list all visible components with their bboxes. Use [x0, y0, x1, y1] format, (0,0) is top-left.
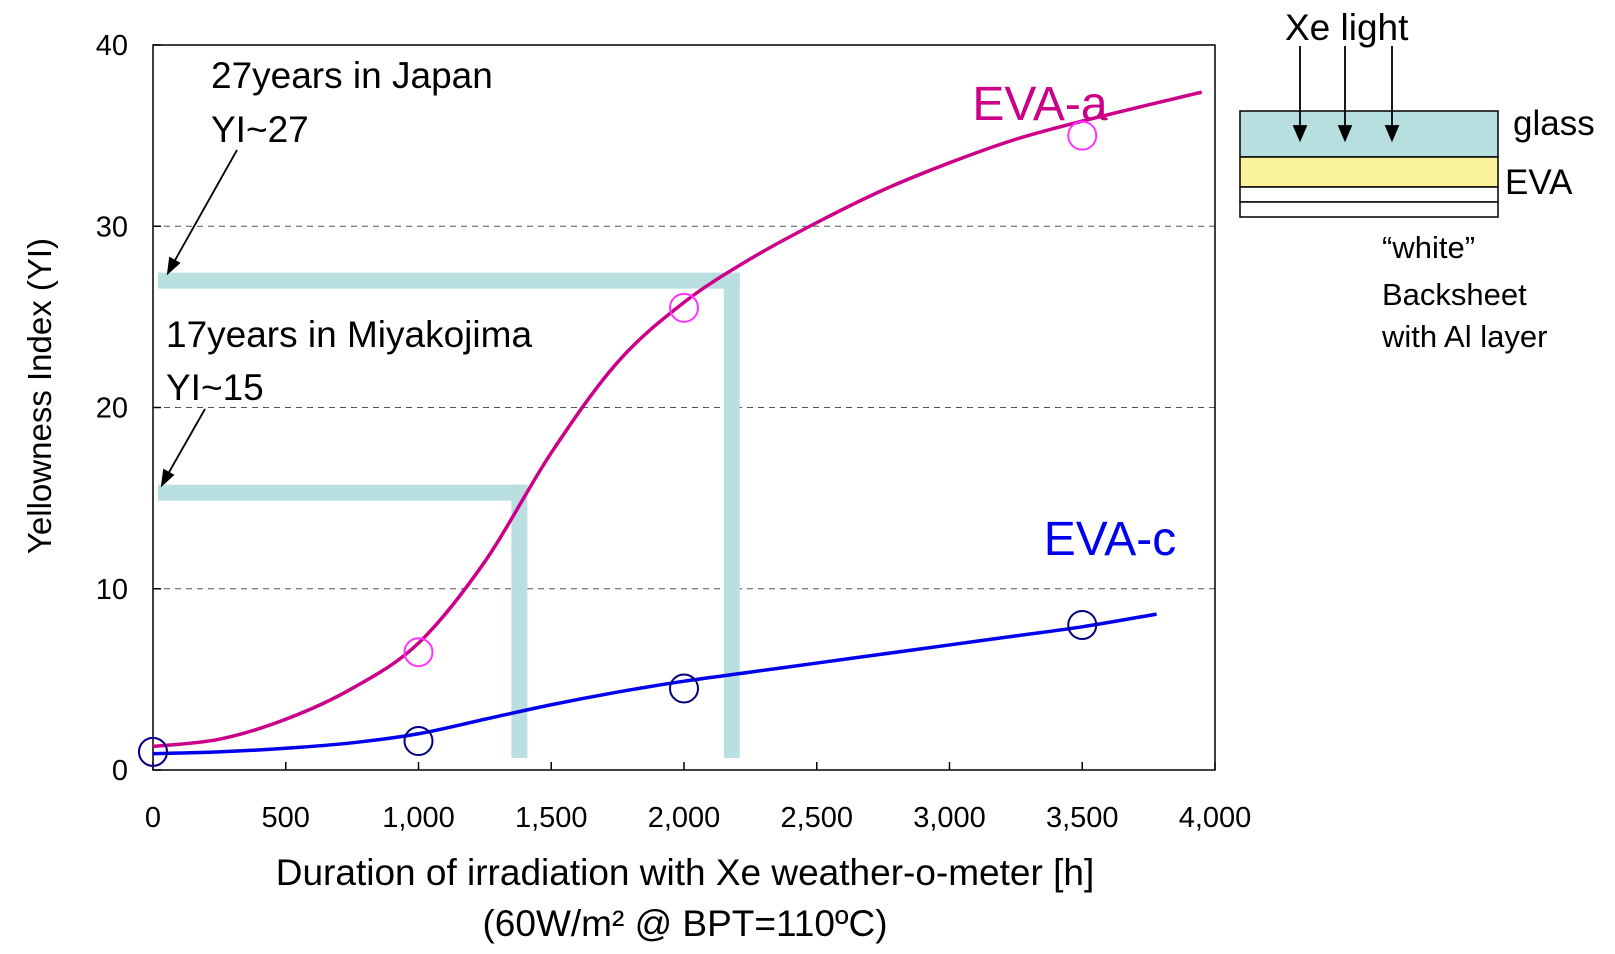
reference-bar-horizontal-0	[158, 272, 740, 289]
x-axis-title: Duration of irradiation with Xe weather-…	[276, 852, 1094, 893]
x-tick-label: 3,500	[1046, 802, 1119, 834]
y-tick-label: 20	[96, 393, 128, 425]
eva-a-data-point	[1067, 120, 1098, 151]
reference-bar-horizontal-1	[158, 484, 528, 501]
eva-c-series-label: EVA-c	[1044, 513, 1176, 566]
eva-a-curve	[152, 90, 1203, 749]
eva-c-data-point	[138, 736, 168, 767]
eva-c-curve	[152, 612, 1157, 756]
x-tick-label: 4,000	[1179, 802, 1252, 834]
grid-lines	[153, 225, 1215, 590]
y-tick-label: 0	[112, 755, 128, 787]
xe-light-label: Xe light	[1285, 7, 1409, 48]
y-tick-label: 40	[96, 30, 128, 62]
backsheet-label-3: with Al layer	[1381, 319, 1547, 354]
reference-bar-vertical-0	[723, 272, 740, 758]
al-layer	[1239, 201, 1499, 218]
x-tick-label: 2,500	[780, 802, 853, 834]
eva-label: EVA	[1505, 163, 1573, 202]
reference-bar-vertical-1	[511, 484, 528, 758]
glass-label: glass	[1513, 104, 1595, 143]
glass-layer	[1239, 110, 1499, 158]
y-tick-label: 10	[96, 574, 128, 606]
eva-a-data-point	[403, 637, 434, 668]
backsheet-layer	[1239, 186, 1499, 203]
eva-a-data-point	[669, 292, 699, 323]
x-tick-label: 1,500	[515, 802, 588, 834]
series-group: EVA-a EVA-c	[138, 78, 1203, 767]
backsheet-label-2: Backsheet	[1382, 277, 1527, 312]
x-axis-subtitle: (60W/m² @ BPT=110ºC)	[482, 903, 887, 944]
light-arrows	[1292, 46, 1400, 143]
y-axis-title: Yellowness Index (YI)	[21, 238, 58, 554]
eva-layer	[1239, 156, 1499, 188]
japan-annotation-label: 27years in Japan	[211, 55, 493, 96]
eva-a-series-label: EVA-a	[972, 78, 1107, 131]
x-tick-label: 1,000	[382, 802, 455, 834]
reference-bars	[158, 272, 740, 758]
x-tick-label: 500	[262, 802, 310, 834]
japan-annotation-yi: YI~27	[211, 109, 309, 150]
x-tick-label: 2,000	[648, 802, 721, 834]
x-tick-label: 3,000	[913, 802, 986, 834]
x-tick-label: 0	[145, 802, 161, 834]
backsheet-label-1: “white”	[1382, 230, 1475, 265]
y-tick-label: 30	[96, 211, 128, 243]
layer-stack-diagram: Xe light glass EVA “white” Backsheet wit…	[1239, 7, 1595, 354]
eva-c-data-point	[669, 673, 699, 704]
annotation-arrows	[160, 149, 238, 488]
miyakojima-annotation-label: 17years in Miyakojima	[166, 314, 532, 355]
eva-c-data-point	[403, 726, 434, 756]
miyakojima-annotation-yi: YI~15	[166, 367, 264, 408]
eva-c-data-point	[1067, 610, 1098, 640]
x-axis: 0 500 1,000 1,500 2,000 2,500 3,000 3,500 4,000	[145, 762, 1251, 834]
y-axis: 0 10 20 30 40	[96, 30, 161, 787]
